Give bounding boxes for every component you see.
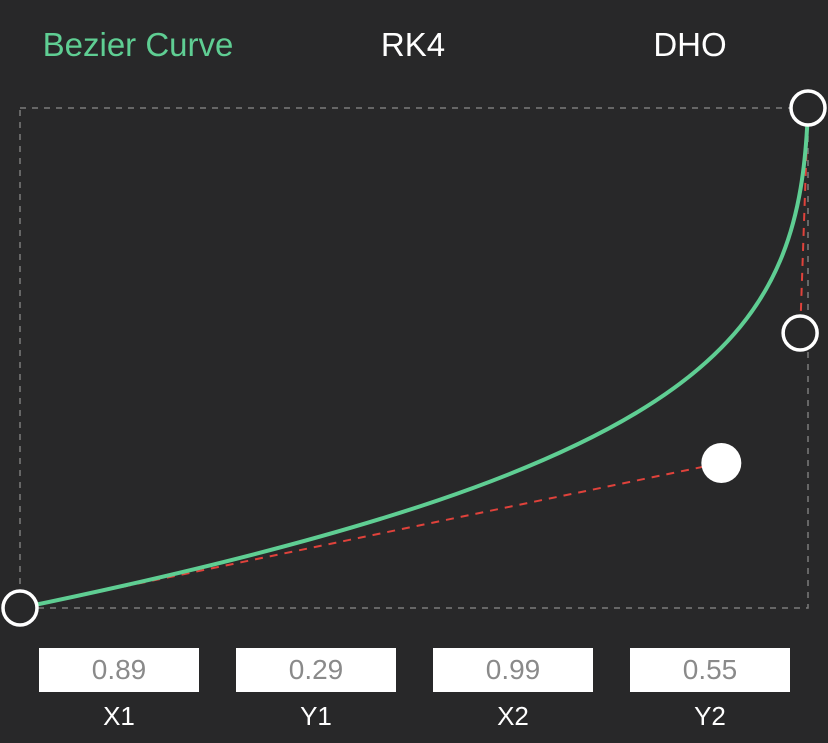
control-point-2-handle[interactable] — [781, 314, 819, 352]
tab-rk4[interactable]: RK4 — [380, 26, 446, 63]
x2-label: X2 — [497, 701, 529, 731]
bezier-editor — [1, 89, 827, 627]
tab-dho[interactable]: DHO — [653, 26, 727, 63]
end-point-handle[interactable] — [789, 89, 827, 127]
y2-input[interactable] — [630, 648, 790, 692]
mode-tabs: Bezier Curve RK4 DHO — [0, 0, 828, 90]
field-y2: Y2 — [630, 648, 790, 732]
x1-input[interactable] — [39, 648, 199, 692]
start-point-handle[interactable] — [1, 589, 39, 627]
x2-input[interactable] — [433, 648, 593, 692]
field-y1: Y1 — [236, 648, 396, 732]
parameter-fields: X1 Y1 X2 Y2 — [0, 648, 828, 743]
y2-label: Y2 — [694, 701, 726, 731]
x1-label: X1 — [103, 701, 135, 731]
control-point-1-handle[interactable] — [701, 443, 742, 483]
tab-bezier-curve[interactable]: Bezier Curve — [42, 26, 234, 63]
field-x1: X1 — [39, 648, 199, 732]
y1-input[interactable] — [236, 648, 396, 692]
bezier-curve — [18, 106, 810, 610]
y1-label: Y1 — [300, 701, 332, 731]
curve-frame — [19, 107, 809, 609]
field-x2: X2 — [433, 648, 593, 732]
